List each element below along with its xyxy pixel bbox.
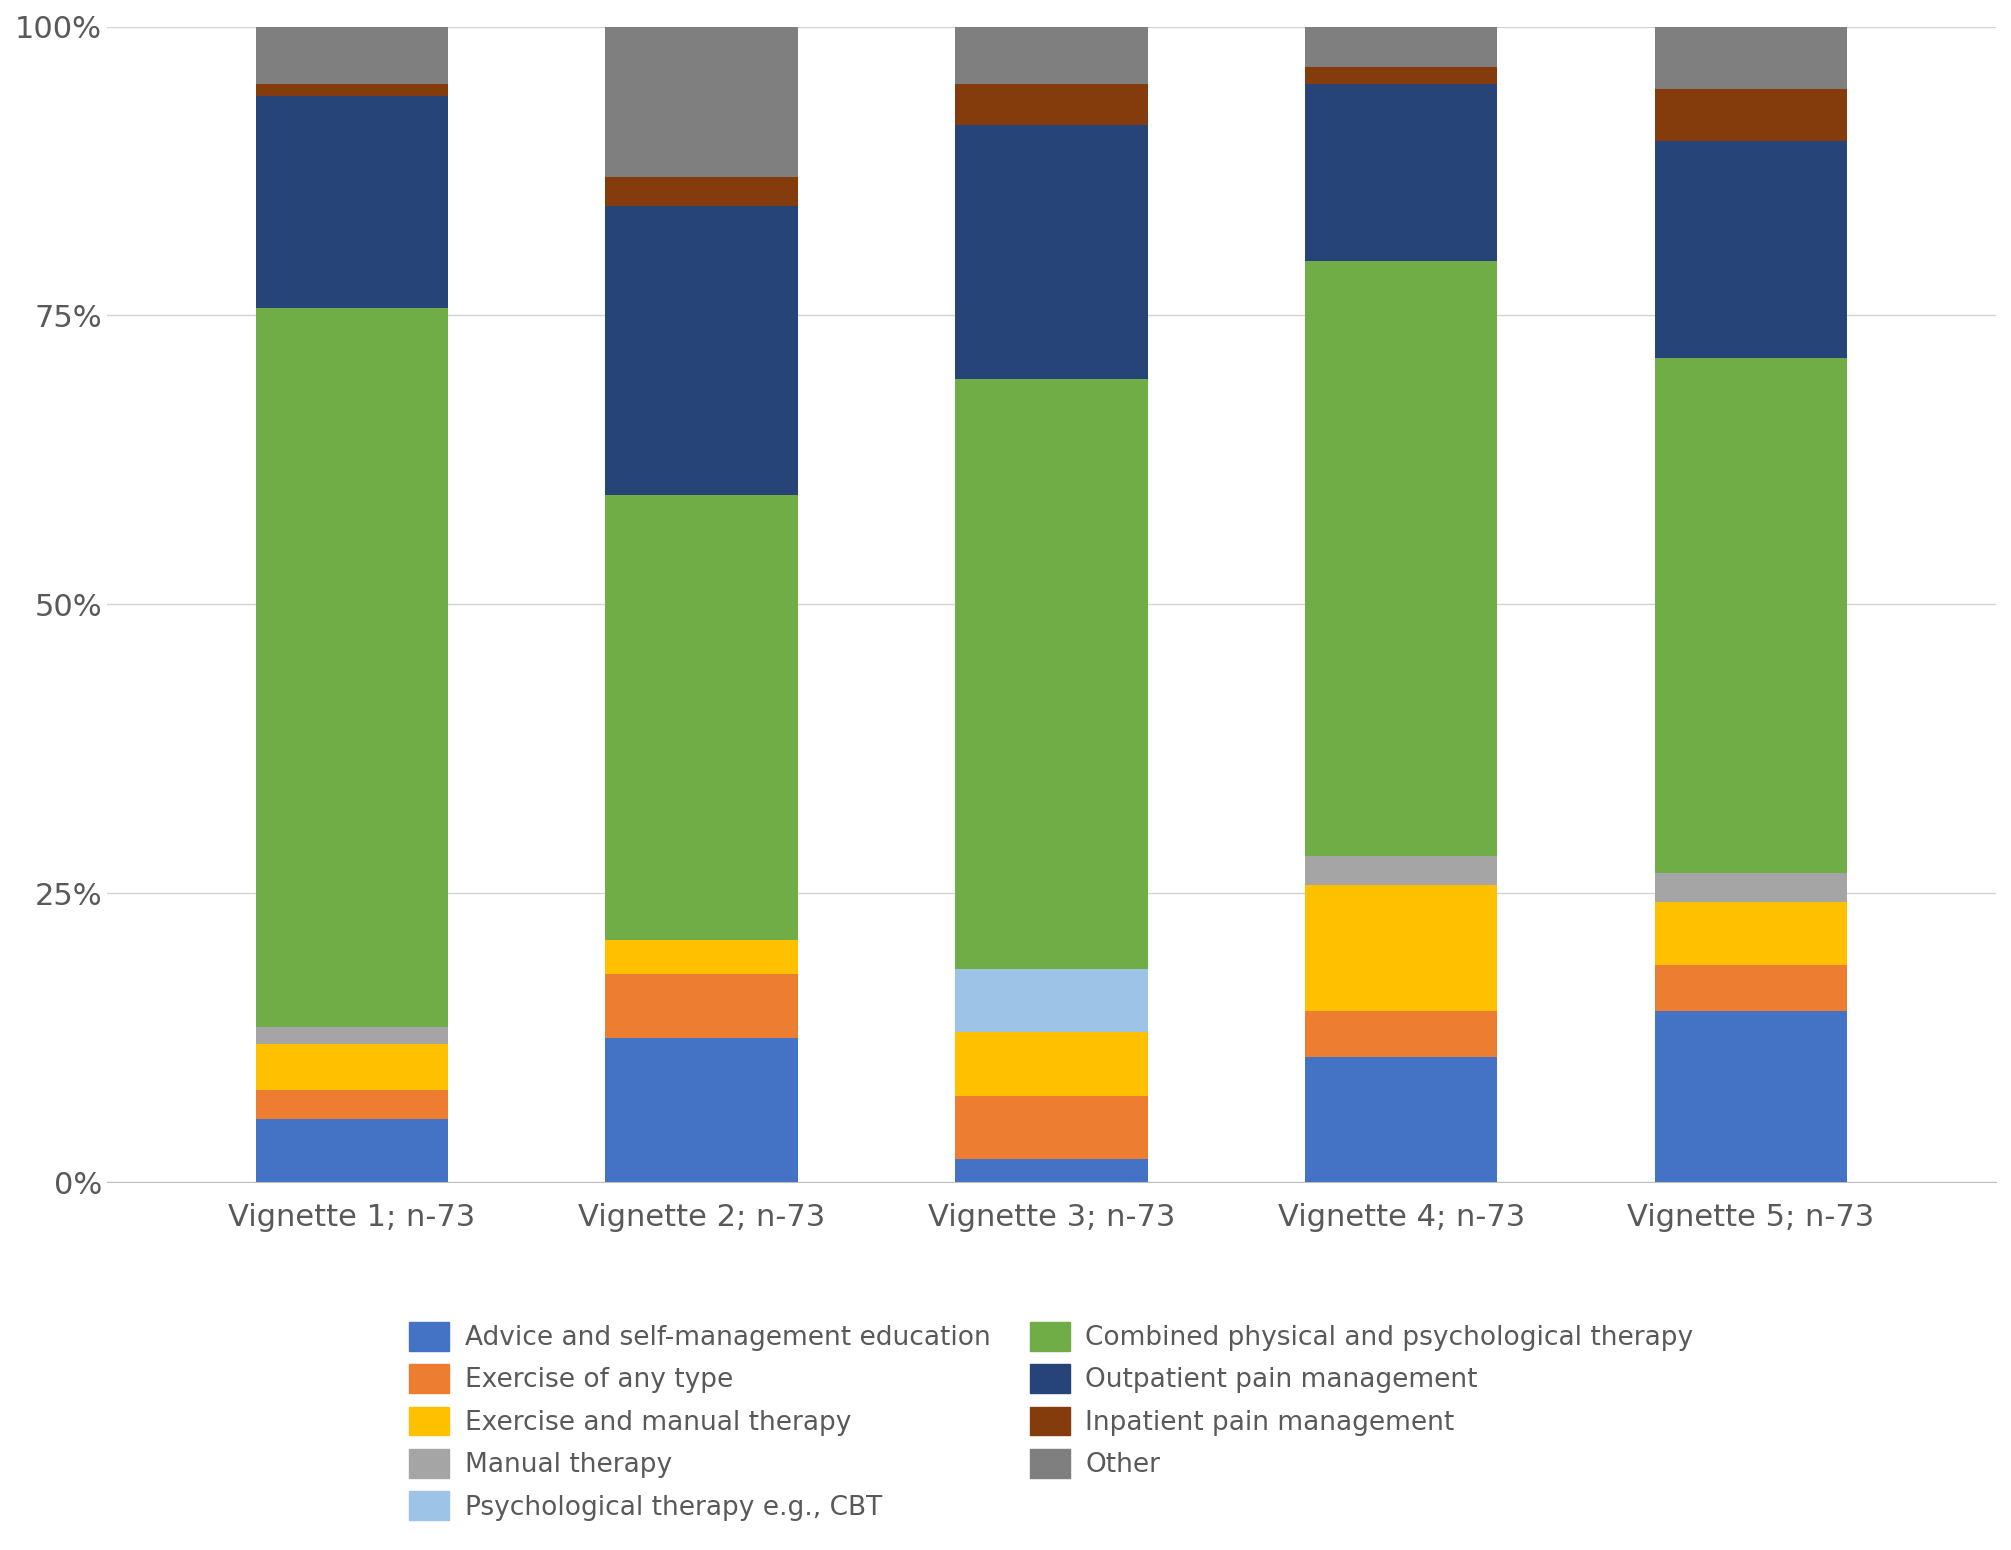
Bar [955, 124, 1148, 380]
Bar [955, 1032, 1148, 1096]
Bar [605, 206, 798, 494]
Bar [1655, 1011, 1848, 1183]
Bar [955, 1096, 1148, 1159]
Bar [1305, 1057, 1498, 1183]
Bar [605, 975, 798, 1038]
Bar [1655, 358, 1848, 874]
Bar [255, 1045, 448, 1091]
Bar [1305, 1011, 1498, 1057]
Bar [1305, 26, 1498, 67]
Bar [1655, 90, 1848, 141]
Bar [605, 494, 798, 939]
Bar [1655, 26, 1848, 90]
Bar [1655, 874, 1848, 902]
Legend: Advice and self-management education, Exercise of any type, Exercise and manual : Advice and self-management education, Ex… [398, 1311, 1703, 1531]
Bar [255, 26, 448, 84]
Bar [605, 26, 798, 177]
Bar [255, 96, 448, 308]
Bar [1655, 966, 1848, 1011]
Bar [955, 26, 1148, 84]
Bar [1305, 856, 1498, 885]
Bar [1305, 260, 1498, 856]
Bar [1305, 885, 1498, 1011]
Bar [955, 380, 1148, 969]
Bar [255, 1119, 448, 1183]
Bar [955, 1159, 1148, 1183]
Bar [605, 939, 798, 975]
Bar [255, 1091, 448, 1119]
Bar [955, 969, 1148, 1032]
Bar [605, 177, 798, 206]
Bar [1655, 141, 1848, 358]
Bar [955, 84, 1148, 124]
Bar [255, 1028, 448, 1045]
Bar [605, 1038, 798, 1183]
Bar [1305, 84, 1498, 260]
Bar [255, 84, 448, 96]
Bar [255, 308, 448, 1028]
Bar [1655, 902, 1848, 966]
Bar [1305, 67, 1498, 84]
